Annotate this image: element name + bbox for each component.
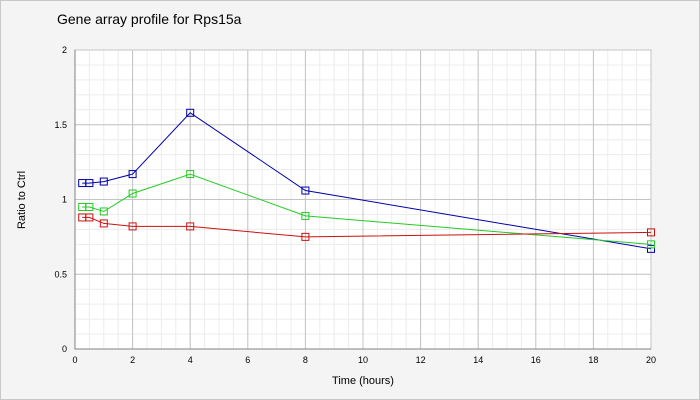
- series-0-point: [301, 186, 310, 195]
- axes: [74, 50, 651, 350]
- y-tick-label: 0: [62, 344, 67, 354]
- y-tick-label: 0.5: [54, 269, 67, 279]
- series-line-2: [82, 216, 652, 238]
- x-tick-label: 16: [531, 355, 541, 365]
- y-tick-labels: 0 0.5 1 1.5 2: [54, 45, 67, 354]
- x-tick-label: 20: [646, 355, 656, 365]
- series-line-1: [82, 173, 652, 245]
- y-axis-label: Ratio to Ctrl: [16, 171, 28, 229]
- x-tick-label: 14: [473, 355, 483, 365]
- x-tick-label: 12: [416, 355, 426, 365]
- x-tick-label: 4: [188, 355, 193, 365]
- y-tick-label: 1.5: [54, 120, 67, 130]
- series-2-point: [128, 222, 137, 231]
- series-2-point: [99, 219, 108, 228]
- series-2-point: [85, 213, 94, 222]
- series-1-point: [128, 189, 137, 198]
- x-tick-label: 18: [588, 355, 598, 365]
- series-0-point: [85, 179, 94, 188]
- series-1-point: [301, 211, 310, 220]
- x-axis-label: Time (hours): [332, 375, 394, 387]
- series-0-point: [647, 244, 655, 253]
- series-2-point: [301, 232, 310, 241]
- y-tick-label: 1: [62, 195, 67, 205]
- series-1-point: [99, 207, 108, 216]
- x-tick-label: 2: [130, 355, 135, 365]
- series-1-point: [186, 170, 195, 179]
- series-2-point: [647, 228, 655, 237]
- x-tick-labels: 0 2 4 6 8 10 12 14 16 18 20: [72, 355, 656, 365]
- series-0-point: [99, 177, 108, 186]
- x-tick-label: 0: [72, 355, 77, 365]
- x-tick-label: 8: [303, 355, 308, 365]
- series-line-0: [82, 112, 652, 250]
- series-0-point: [128, 170, 137, 179]
- x-tick-label: 6: [245, 355, 250, 365]
- chart-title: Gene array profile for Rps15a: [57, 11, 242, 27]
- series-1-point: [85, 202, 94, 211]
- series-2-point: [186, 222, 195, 231]
- series-1-point: [647, 240, 655, 249]
- y-tick-label: 2: [62, 45, 67, 55]
- series-layer: [78, 108, 655, 253]
- x-tick-label: 10: [358, 355, 368, 365]
- series-0-point: [186, 108, 195, 117]
